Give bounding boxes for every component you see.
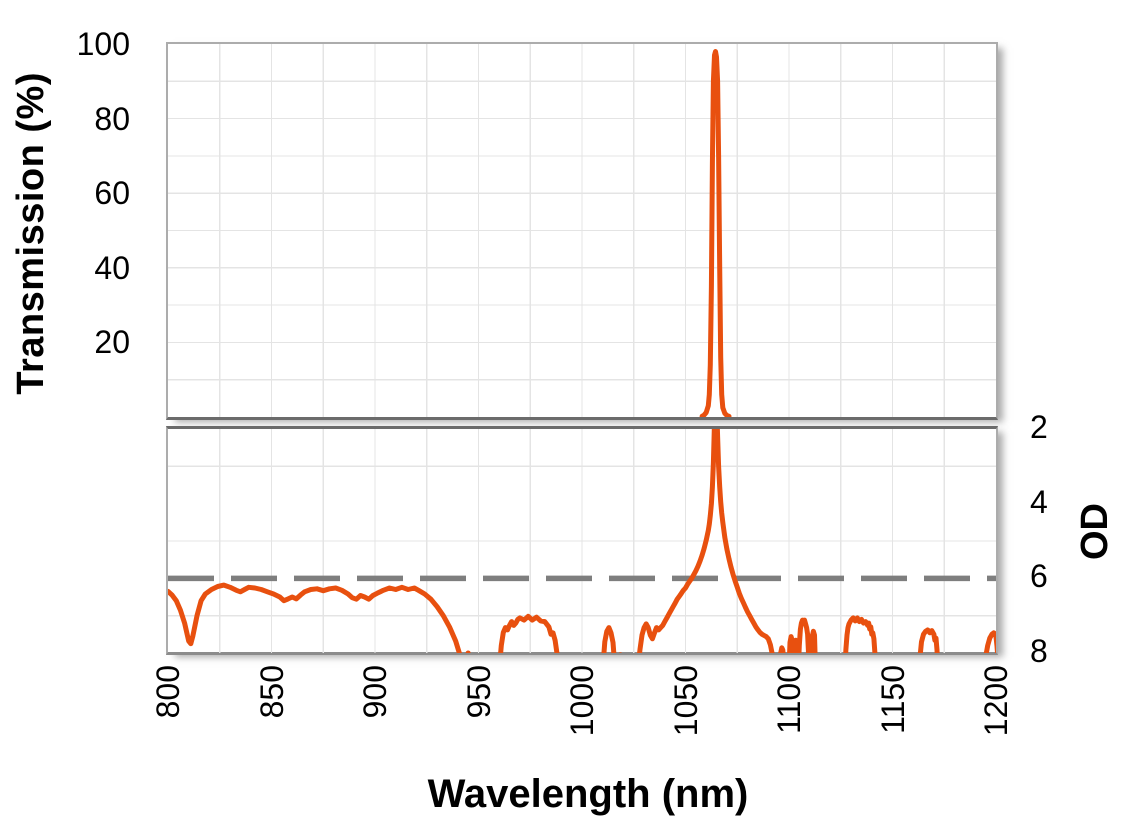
transmission-tick-label: 20 bbox=[94, 324, 130, 361]
od-tick-label: 2 bbox=[1030, 409, 1048, 445]
od-tick-label: 6 bbox=[1030, 558, 1048, 595]
od-tick-label: 8 bbox=[1030, 633, 1048, 669]
od-spectrum-plot bbox=[168, 429, 996, 653]
wavelength-tick-label: 1100 bbox=[771, 665, 807, 734]
transmission-spectrum-plot bbox=[168, 44, 996, 417]
wavelength-tick-label: 1000 bbox=[564, 665, 600, 737]
wavelength-tick-label: 1050 bbox=[667, 665, 704, 737]
transmission-tick-label: 40 bbox=[94, 249, 130, 286]
transmission-curve bbox=[699, 49, 732, 417]
od-panel-plot-area bbox=[166, 426, 998, 655]
transmission-tick-label: 100 bbox=[76, 26, 130, 62]
wavelength-tick-label: 950 bbox=[460, 665, 497, 719]
transmission-tick-label: 80 bbox=[94, 100, 130, 137]
transmission-panel-plot-area bbox=[166, 42, 998, 420]
transmission-tick-label: 60 bbox=[94, 175, 130, 212]
od-tick-label: 4 bbox=[1030, 483, 1048, 520]
od-curve bbox=[168, 429, 996, 653]
wavelength-tick-label: 1150 bbox=[874, 665, 911, 734]
wavelength-tick-label: 1200 bbox=[978, 665, 1014, 737]
y-axis-title-od: OD bbox=[1074, 503, 1116, 560]
wavelength-tick-label: 900 bbox=[357, 665, 393, 719]
wavelength-tick-label: 800 bbox=[150, 665, 186, 719]
x-axis-title: Wavelength (nm) bbox=[427, 772, 749, 816]
wavelength-tick-label: 850 bbox=[253, 665, 290, 719]
